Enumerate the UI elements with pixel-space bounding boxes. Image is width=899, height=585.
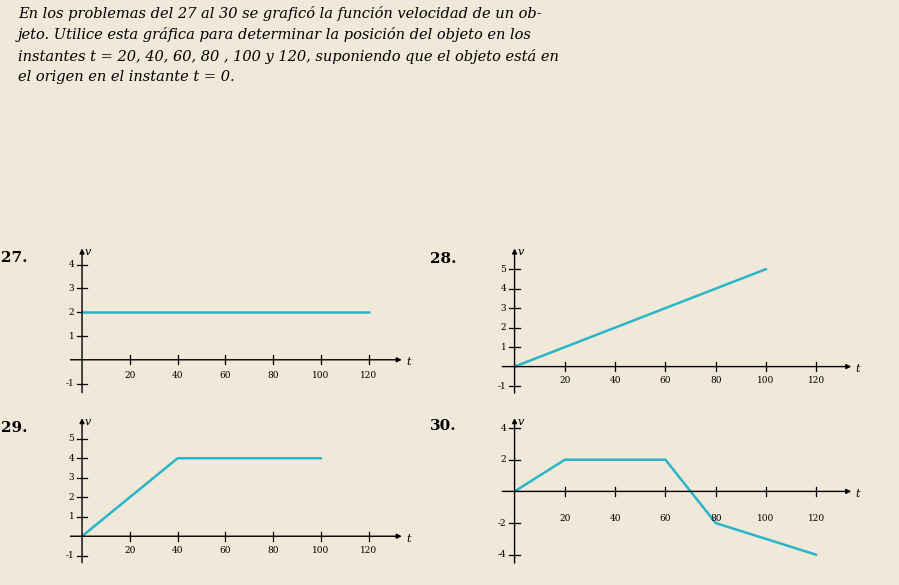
Text: -1: -1 xyxy=(66,379,75,388)
Text: 5: 5 xyxy=(501,264,506,274)
Text: 40: 40 xyxy=(610,514,621,523)
Text: 40: 40 xyxy=(610,376,621,385)
Text: 120: 120 xyxy=(808,514,825,523)
Text: 3: 3 xyxy=(68,284,75,293)
Text: -1: -1 xyxy=(498,381,506,391)
Text: 60: 60 xyxy=(219,371,231,380)
Text: 2: 2 xyxy=(68,493,75,502)
Text: t: t xyxy=(406,357,411,367)
Text: v: v xyxy=(517,247,523,257)
Text: 100: 100 xyxy=(312,371,330,380)
Text: 100: 100 xyxy=(758,376,775,385)
Text: 60: 60 xyxy=(660,514,672,523)
Text: 4: 4 xyxy=(68,260,75,269)
Text: 80: 80 xyxy=(267,546,279,555)
Text: 2: 2 xyxy=(68,308,75,316)
Text: 29.: 29. xyxy=(2,421,28,435)
Text: 5: 5 xyxy=(68,434,75,443)
Text: 20: 20 xyxy=(124,371,136,380)
Text: 120: 120 xyxy=(360,546,378,555)
Text: v: v xyxy=(517,417,523,427)
Text: 120: 120 xyxy=(360,371,378,380)
Text: 28.: 28. xyxy=(430,252,456,266)
Text: 1: 1 xyxy=(501,343,506,352)
Text: 20: 20 xyxy=(559,376,571,385)
Text: 4: 4 xyxy=(501,284,506,293)
Text: v: v xyxy=(85,417,91,427)
Text: -4: -4 xyxy=(498,550,506,559)
Text: 80: 80 xyxy=(267,371,279,380)
Text: 1: 1 xyxy=(68,512,75,521)
Text: 20: 20 xyxy=(559,514,571,523)
Text: 2: 2 xyxy=(501,323,506,332)
Text: 40: 40 xyxy=(172,546,183,555)
Text: 3: 3 xyxy=(68,473,75,482)
Text: 80: 80 xyxy=(710,376,722,385)
Text: -2: -2 xyxy=(498,518,506,528)
Text: 2: 2 xyxy=(501,455,506,464)
Text: 100: 100 xyxy=(758,514,775,523)
Text: v: v xyxy=(85,247,91,257)
Text: 80: 80 xyxy=(710,514,722,523)
Text: 40: 40 xyxy=(172,371,183,380)
Text: 1: 1 xyxy=(68,332,75,340)
Text: t: t xyxy=(856,364,860,374)
Text: 100: 100 xyxy=(312,546,330,555)
Text: 20: 20 xyxy=(124,546,136,555)
Text: 3: 3 xyxy=(501,304,506,312)
Text: 120: 120 xyxy=(808,376,825,385)
Text: -1: -1 xyxy=(66,551,75,560)
Text: 4: 4 xyxy=(501,424,506,432)
Text: 27.: 27. xyxy=(2,252,28,266)
Text: En los problemas del 27 al 30 se graficó la función velocidad de un ob-
jeto. Ut: En los problemas del 27 al 30 se graficó… xyxy=(18,6,558,84)
Text: 30.: 30. xyxy=(430,419,457,433)
Text: 60: 60 xyxy=(219,546,231,555)
Text: t: t xyxy=(406,534,411,543)
Text: 60: 60 xyxy=(660,376,672,385)
Text: 4: 4 xyxy=(68,454,75,463)
Text: t: t xyxy=(856,488,860,498)
